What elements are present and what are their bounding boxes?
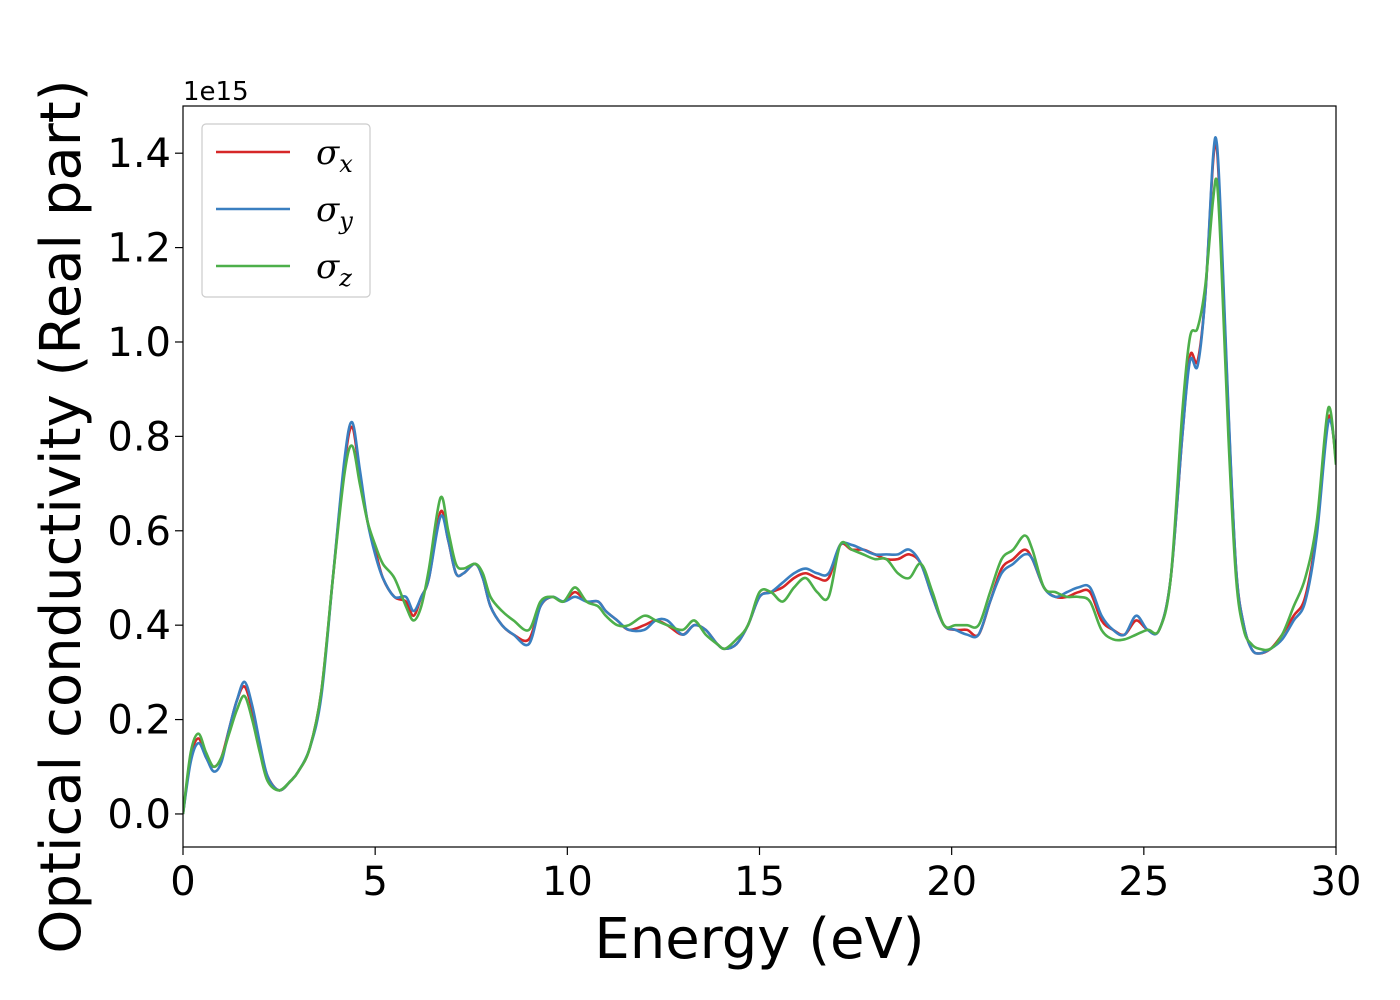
y-tick-label: 0.2 xyxy=(107,698,171,744)
x-tick-label: 25 xyxy=(1118,859,1169,905)
y-offset-label: 1e15 xyxy=(183,77,249,107)
y-tick-label: 0.6 xyxy=(107,509,171,555)
y-tick-label: 1.4 xyxy=(107,131,171,177)
legend-box xyxy=(201,123,371,298)
x-tick-label: 5 xyxy=(362,859,387,905)
y-axis-ticks: 0.0 0.2 0.4 0.6 0.8 1.0 1.2 1.4 xyxy=(107,131,183,838)
legend-entry-z: σz xyxy=(316,247,352,292)
x-tick-label: 10 xyxy=(542,859,593,905)
x-axis-ticks: 0 5 10 15 20 25 30 xyxy=(170,847,1361,905)
y-tick-label: 1.2 xyxy=(107,226,171,272)
legend-entry-y: σy xyxy=(316,190,353,235)
x-tick-label: 15 xyxy=(734,859,785,905)
y-tick-label: 1.0 xyxy=(107,320,171,366)
y-axis-label: Optical conductivity (Real part) xyxy=(29,79,94,953)
x-tick-label: 20 xyxy=(926,859,977,905)
series-line-z xyxy=(183,177,1336,815)
x-axis-label: Energy (eV) xyxy=(594,907,924,972)
x-tick-label: 30 xyxy=(1311,859,1362,905)
y-tick-label: 0.4 xyxy=(107,603,171,649)
y-tick-label: 0.8 xyxy=(107,414,171,460)
series-lines xyxy=(183,136,1336,815)
x-tick-label: 0 xyxy=(170,859,195,905)
legend-entry-x: σx xyxy=(316,133,353,178)
y-tick-label: 0.0 xyxy=(107,792,171,838)
legend: σx σy σz xyxy=(201,123,371,298)
